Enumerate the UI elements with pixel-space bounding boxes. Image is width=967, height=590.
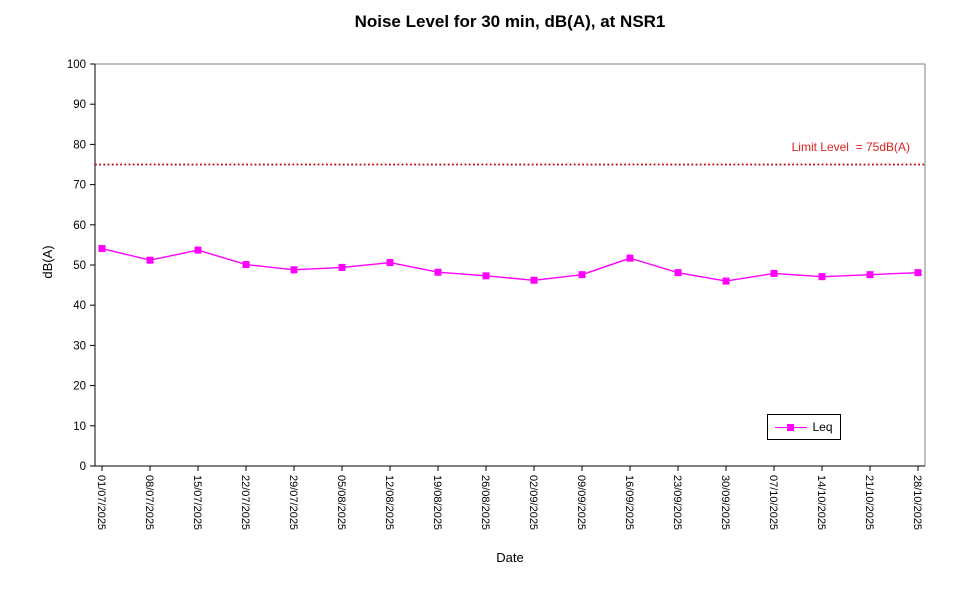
data-point-marker: [386, 259, 394, 267]
y-axis-tick-label: 10: [73, 421, 86, 433]
data-point-marker: [578, 271, 586, 279]
data-point-marker: [290, 266, 298, 274]
data-point-marker: [674, 269, 682, 277]
x-axis-tick-label: 30/09/2025: [719, 475, 731, 530]
data-point-marker: [434, 268, 442, 276]
legend-marker-icon: [787, 423, 795, 431]
legend: Leq: [767, 414, 841, 440]
y-axis-tick-label: 70: [73, 180, 86, 192]
y-axis-title: dB(A): [40, 245, 55, 279]
limit-level-annotation: Limit Level = 75dB(A): [791, 140, 910, 154]
x-axis-tick-label: 23/09/2025: [671, 475, 683, 530]
x-axis-tick-label: 28/10/2025: [911, 475, 923, 530]
y-axis-tick-label: 30: [73, 340, 86, 352]
y-axis-tick-label: 90: [73, 99, 86, 111]
data-point-marker: [482, 272, 490, 280]
y-axis-tick-label: 20: [73, 381, 86, 393]
x-axis-tick-label: 12/08/2025: [383, 475, 395, 530]
y-axis-tick-label: 60: [73, 220, 86, 232]
legend-series-swatch: [775, 423, 808, 432]
x-axis-tick-label: 21/10/2025: [863, 475, 875, 530]
data-point-marker: [242, 261, 250, 269]
legend-series-label: Leq: [812, 420, 833, 434]
data-point-marker: [770, 269, 778, 277]
data-point-marker: [818, 273, 826, 281]
data-point-marker: [194, 246, 202, 254]
x-axis-tick-label: 01/07/2025: [95, 475, 107, 530]
x-axis-tick-label: 16/09/2025: [623, 475, 635, 530]
data-point-marker: [146, 256, 154, 264]
y-axis-tick-label: 0: [80, 461, 86, 473]
data-point-marker: [914, 269, 922, 277]
x-axis-tick-label: 07/10/2025: [767, 475, 779, 530]
x-axis-tick-label: 26/08/2025: [479, 475, 491, 530]
series-line: [101, 247, 919, 282]
y-axis-tick-label: 80: [73, 139, 86, 151]
data-point-marker: [722, 277, 730, 285]
x-axis-tick-label: 02/09/2025: [527, 475, 539, 530]
chart-title: Noise Level for 30 min, dB(A), at NSR1: [354, 12, 666, 31]
x-axis-tick-label: 29/07/2025: [287, 475, 299, 530]
x-axis-tick-label: 08/07/2025: [143, 475, 155, 530]
data-point-marker: [530, 276, 538, 284]
y-axis-tick-label: 100: [67, 59, 86, 71]
data-point-marker: [338, 263, 346, 271]
y-axis-tick-label: 40: [73, 300, 86, 312]
y-axis-tick-label: 50: [73, 260, 86, 272]
x-axis-title: Date: [496, 550, 524, 565]
x-axis-tick-label: 09/09/2025: [575, 475, 587, 530]
x-axis-tick-label: 05/08/2025: [335, 475, 347, 530]
x-axis-tick-label: 15/07/2025: [191, 475, 203, 530]
x-axis-tick-label: 19/08/2025: [431, 475, 443, 530]
data-point-marker: [98, 245, 106, 253]
data-point-marker: [866, 271, 874, 279]
data-point-marker: [626, 254, 634, 262]
x-axis-tick-label: 14/10/2025: [815, 475, 827, 530]
x-axis-tick-label: 22/07/2025: [239, 475, 251, 530]
